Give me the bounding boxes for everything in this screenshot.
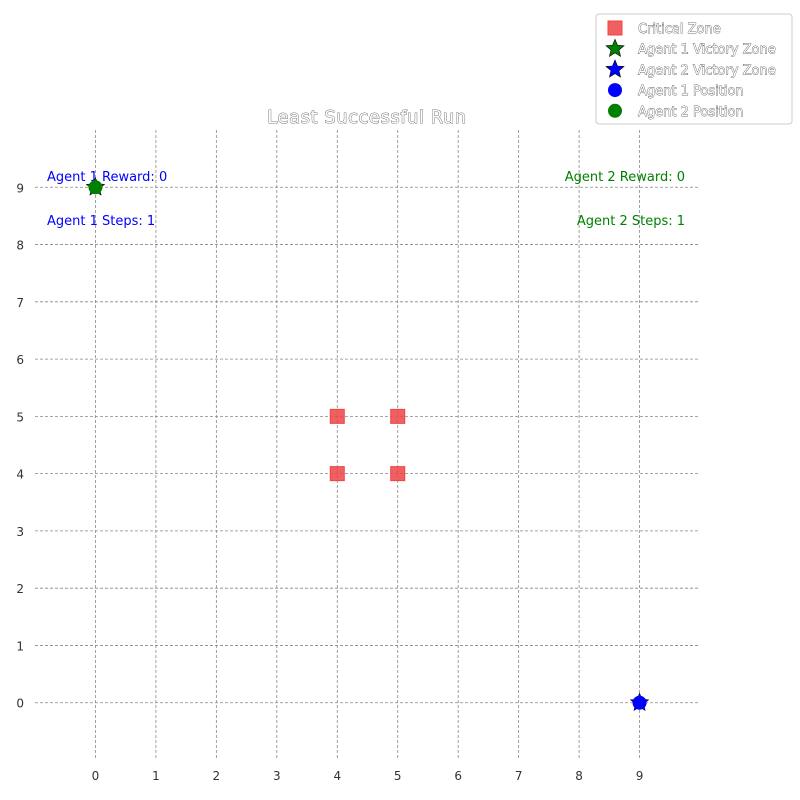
- agent-1-reward-label: Agent 1 Reward: 0: [47, 170, 167, 185]
- x-tick-label-7: 7: [515, 769, 523, 783]
- y-tick-label-5: 5: [16, 410, 24, 424]
- data-marks: [85, 177, 650, 712]
- legend-marker-agent-2-position: [608, 103, 622, 118]
- legend-marker-critical-zone: [607, 20, 623, 36]
- agent-1-position-point-0: [632, 695, 647, 710]
- tick-labels: 0 1 2 3 4 5 6 7 8 9 0 1 2 3 4 5 6 7 8 9: [16, 181, 643, 783]
- y-tick-label-4: 4: [16, 468, 24, 482]
- legend-label-agent-2-victory-zone: Agent 2 Victory Zone: [638, 63, 776, 78]
- y-tick-label-8: 8: [16, 239, 24, 253]
- critical-zone-point-3: [390, 408, 406, 424]
- agent-1-steps-label: Agent 1 Steps: 1: [47, 214, 155, 229]
- x-tick-label-9: 9: [636, 769, 644, 783]
- legend-marker-agent-1-position: [608, 83, 622, 98]
- x-tick-label-0: 0: [92, 769, 100, 783]
- y-tick-label-7: 7: [16, 296, 24, 310]
- x-tick-label-8: 8: [575, 769, 583, 783]
- x-tick-label-5: 5: [394, 769, 402, 783]
- legend-label-agent-2-position: Agent 2 Position: [638, 105, 744, 120]
- agent-2-reward-label: Agent 2 Reward: 0: [565, 170, 685, 185]
- legend: Critical Zone Agent 1 Victory Zone Agent 2…: [595, 13, 793, 125]
- legend-marker-agent-1-victory-zone: [605, 38, 625, 57]
- y-tick-label-2: 2: [16, 582, 24, 596]
- legend-label-critical-zone: Critical Zone: [638, 22, 721, 37]
- legend-label-agent-1-victory-zone: Agent 1 Victory Zone: [638, 43, 776, 58]
- legend-label-agent-1-position: Agent 1 Position: [638, 84, 744, 99]
- y-tick-label-6: 6: [16, 353, 24, 367]
- grid: [35, 130, 700, 760]
- y-tick-label-9: 9: [16, 181, 24, 195]
- x-tick-label-6: 6: [454, 769, 462, 783]
- y-tick-label-0: 0: [16, 697, 24, 711]
- x-tick-label-2: 2: [213, 769, 221, 783]
- legend-box: [595, 13, 793, 125]
- chart-title: Least Successful Run: [267, 107, 466, 128]
- agent-2-steps-label: Agent 2 Steps: 1: [577, 214, 685, 229]
- x-tick-label-3: 3: [273, 769, 281, 783]
- agent-2-position-point-0: [88, 180, 103, 195]
- x-tick-label-1: 1: [152, 769, 160, 783]
- y-tick-label-1: 1: [16, 639, 24, 653]
- y-tick-label-3: 3: [16, 525, 24, 539]
- legend-marker-agent-2-victory-zone: [605, 59, 625, 78]
- x-tick-label-4: 4: [333, 769, 341, 783]
- critical-zone-point-0: [329, 466, 345, 482]
- critical-zone-point-1: [329, 408, 345, 424]
- critical-zone-point-2: [390, 466, 406, 482]
